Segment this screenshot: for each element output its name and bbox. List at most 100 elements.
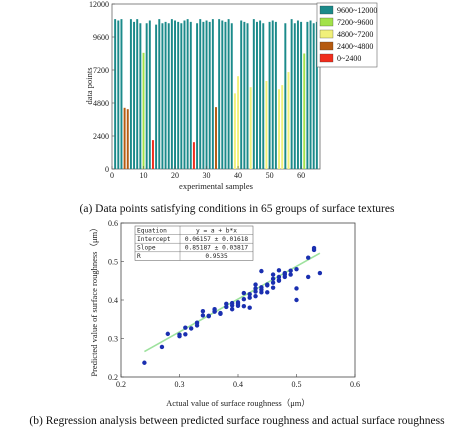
- scatter-chart-panel: 0.2 0.3 0.4 0.5 0.6 0.2 0.3 0.4 0.5 0.6 Equation…: [29, 219, 445, 427]
- bar-sample-5: [126, 109, 129, 169]
- bar-sample-47: [259, 20, 262, 169]
- scatter-point: [235, 303, 241, 308]
- caption-a: (a) Data points satisfying conditions in…: [80, 203, 395, 215]
- scatter-point: [294, 286, 299, 291]
- scatter-point: [259, 285, 264, 290]
- scatter-point: [218, 311, 223, 317]
- scatter-point: [206, 313, 211, 318]
- bar-sample-26: [192, 142, 195, 169]
- scatter-point: [229, 303, 235, 308]
- legend-swatch: [319, 41, 334, 51]
- scatter-point: [253, 289, 258, 294]
- bar-sample-32: [211, 19, 214, 169]
- scatter-point: [241, 290, 247, 296]
- scatter-point: [253, 286, 258, 291]
- x-tick-label: 40: [234, 171, 242, 180]
- scatter-point: [247, 305, 252, 310]
- bar-sample-43: [246, 23, 249, 169]
- stats-table-key: Intercept: [137, 236, 171, 243]
- scatter-y-ticks: 0.2 0.3 0.4 0.5 0.6: [108, 219, 124, 382]
- bar-sample-19: [170, 19, 173, 169]
- bar-sample-63: [309, 20, 312, 169]
- x-tick-label: 0.3: [175, 380, 185, 389]
- bar-sample-3: [120, 19, 123, 169]
- y-tick-label: 12000: [89, 0, 109, 9]
- x-tick-label: 10: [140, 171, 148, 180]
- scatter-point: [265, 290, 270, 295]
- y-tick-label: 0.6: [108, 219, 118, 228]
- x-tick-label: 0.5: [292, 380, 302, 389]
- scatter-point: [276, 268, 282, 273]
- bar-sample-23: [183, 20, 186, 169]
- bar-sample-24: [186, 19, 189, 169]
- stats-table-key: R: [137, 253, 141, 260]
- bar-sample-2: [117, 20, 120, 169]
- bar-sample-18: [167, 23, 170, 169]
- bar-series: [114, 19, 318, 169]
- bar-sample-59: [296, 20, 299, 169]
- scatter-point: [189, 326, 194, 331]
- scatter-point: [224, 301, 229, 307]
- legend-swatch: [319, 5, 334, 15]
- scatter-point: [294, 297, 299, 303]
- scatter-point: [253, 293, 258, 299]
- bar-sample-25: [189, 21, 192, 169]
- stats-table-value: y = a + b*x: [196, 227, 237, 234]
- x-tick-label: 0.6: [350, 380, 360, 389]
- bar-sample-30: [205, 20, 208, 169]
- legend-swatch: [319, 53, 334, 63]
- bar-sample-16: [161, 23, 164, 169]
- scatter-point: [282, 274, 287, 280]
- bar-sample-61: [303, 53, 306, 169]
- bar-chart-panel: 0 2400 4800 7200 9600 12000 0 10 20 30 40 50 60 dat…: [80, 0, 395, 215]
- bar-sample-6: [129, 19, 132, 169]
- bar-sample-41: [240, 20, 243, 169]
- bar-sample-13: [151, 140, 154, 169]
- scatter-point: [241, 303, 247, 309]
- y-tick-label: 9600: [93, 33, 109, 42]
- bar-sample-53: [278, 89, 281, 169]
- stats-table-value: 0.06157 ± 0.01618: [185, 236, 249, 243]
- bar-sample-64: [312, 23, 315, 169]
- bar-sample-15: [158, 19, 161, 169]
- scatter-point: [317, 270, 323, 276]
- legend-label: 0~2400: [337, 54, 361, 63]
- y-tick-label: 0.2: [108, 373, 118, 382]
- scatter-point: [142, 360, 147, 365]
- bar-sample-57: [290, 19, 293, 169]
- bar-sample-54: [281, 85, 284, 169]
- x-tick-label: 60: [297, 171, 305, 180]
- legend-label: 4800~7200: [337, 30, 373, 39]
- bar-sample-1: [114, 19, 117, 169]
- bar-sample-44: [249, 87, 252, 169]
- scatter-point: [200, 308, 206, 314]
- y-tick-label: 4800: [93, 99, 109, 108]
- bar-sample-29: [202, 21, 205, 169]
- bar-sample-42: [243, 21, 246, 169]
- scatter-point: [194, 323, 200, 328]
- bar-sample-55: [284, 23, 287, 169]
- scatter-point: [259, 290, 264, 295]
- bar-legend: 9600~12000 7200~9600 4800~7200 2400~4800 0~2…: [316, 2, 377, 68]
- scatter-x-axis-label: Actual value of surface roughness（μm）: [166, 398, 310, 408]
- legend-swatch: [319, 17, 334, 27]
- scatter-point: [183, 332, 188, 337]
- bar-sample-12: [148, 20, 151, 169]
- bar-sample-20: [174, 20, 177, 169]
- bar-x-axis-label: experimental samples: [179, 181, 253, 191]
- bar-sample-9: [139, 23, 142, 169]
- regression-stats-table: Equation y = a + b*x Intercept 0.06157 ± 0.…: [134, 225, 254, 261]
- scatter-point: [229, 307, 235, 312]
- bar-sample-46: [255, 21, 258, 169]
- bar-sample-48: [262, 23, 265, 169]
- scatter-point: [288, 268, 293, 273]
- bar-sample-39: [233, 93, 236, 169]
- legend-label: 7200~9600: [337, 18, 373, 27]
- bar-sample-8: [136, 19, 139, 169]
- scatter-point: [183, 325, 188, 330]
- y-tick-label: 2400: [93, 132, 109, 141]
- bar-sample-50: [268, 21, 271, 169]
- scatter-point: [259, 268, 264, 274]
- y-tick-label: 0.3: [108, 335, 118, 344]
- stats-table-key: Slope: [137, 245, 156, 252]
